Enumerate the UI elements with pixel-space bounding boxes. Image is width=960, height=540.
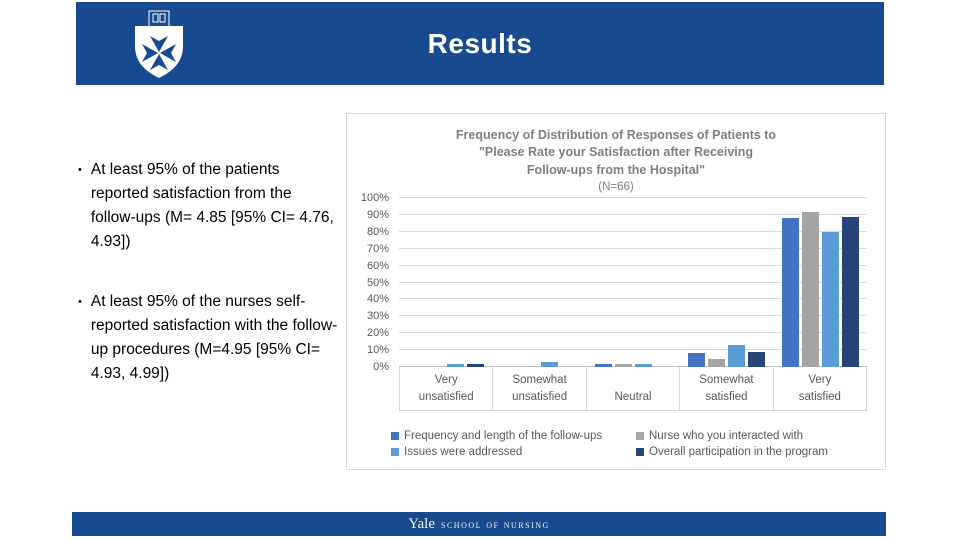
bar-2-3 bbox=[728, 345, 746, 367]
category-label-line: Very bbox=[808, 374, 832, 386]
bullet-item-nurses: • At least 95% of the nurses self-report… bbox=[78, 290, 340, 386]
category-label: Very satisfied bbox=[772, 367, 866, 410]
legend-swatch-icon bbox=[391, 448, 399, 456]
plot-area bbox=[399, 197, 867, 367]
gridline bbox=[399, 247, 867, 249]
bullet-text-nurses: At least 95% of the nurses self-reported… bbox=[90, 293, 338, 382]
bar-1-4 bbox=[801, 211, 819, 367]
bullet-item-patients: • At least 95% of the patients reported … bbox=[78, 158, 340, 254]
y-tick-label: 30% bbox=[366, 310, 389, 323]
y-tick-label: 60% bbox=[366, 259, 389, 272]
gridline bbox=[399, 298, 867, 300]
gridline bbox=[399, 197, 867, 198]
category-label: Very unsatisfied bbox=[400, 367, 492, 410]
bullet-marker: • bbox=[78, 164, 82, 176]
gridline bbox=[399, 281, 867, 283]
y-tick-label: 70% bbox=[366, 242, 389, 255]
y-tick-label: 100% bbox=[360, 192, 389, 204]
y-tick-label: 10% bbox=[366, 344, 389, 357]
footer-yale-logo: Yale bbox=[408, 516, 436, 532]
bar-1-2 bbox=[614, 363, 632, 367]
y-tick-label: 80% bbox=[366, 225, 389, 238]
page-title: Results bbox=[427, 28, 533, 59]
y-tick-label: 50% bbox=[366, 276, 389, 289]
category-label-line: unsatisfied bbox=[418, 391, 474, 403]
bar-1-3 bbox=[708, 358, 726, 367]
bar-3-4 bbox=[841, 216, 859, 367]
category-label-line: Somewhat bbox=[512, 374, 567, 386]
legend-swatch-icon bbox=[636, 432, 644, 440]
shield-icon bbox=[135, 10, 183, 78]
chart-title-line-1: Frequency of Distribution of Responses o… bbox=[455, 128, 777, 142]
y-tick-label: 40% bbox=[366, 293, 389, 306]
gridline bbox=[399, 332, 867, 334]
bar-0-2 bbox=[594, 363, 612, 367]
legend-label: Issues were addressed bbox=[404, 446, 523, 458]
category-label: Neutral bbox=[585, 367, 679, 410]
y-axis-tick-labels: 0% 10% 20% 30% 40% 50% 60% 70% 80% 90% 100% bbox=[347, 192, 393, 373]
gridline bbox=[399, 213, 867, 215]
legend-item: Frequency and length of the follow-ups bbox=[391, 430, 636, 442]
category-label-line: Somewhat bbox=[699, 374, 754, 386]
footer-bar: Yale school of nursing bbox=[72, 512, 886, 536]
chart-legend: Frequency and length of the follow-ups Nu… bbox=[391, 430, 877, 458]
category-label-line: satisfied bbox=[705, 391, 748, 403]
bullet-text-patients: At least 95% of the patients reported sa… bbox=[90, 161, 334, 250]
chart-title-line-2: "Please Rate your Satisfaction after Rec… bbox=[478, 145, 754, 160]
legend-item: Nurse who you interacted with bbox=[636, 430, 877, 442]
legend-label: Overall participation in the program bbox=[649, 446, 828, 458]
chart-title: Frequency of Distribution of Responses o… bbox=[347, 127, 885, 179]
bullet-list: • At least 95% of the patients reported … bbox=[78, 158, 340, 422]
satisfaction-bar-chart: Frequency of Distribution of Responses o… bbox=[346, 113, 886, 470]
yale-nursing-shield-icon bbox=[132, 10, 186, 80]
category-label-line: unsatisfied bbox=[512, 391, 568, 403]
bar-3-3 bbox=[748, 351, 766, 367]
bar-0-3 bbox=[688, 353, 706, 367]
category-label-line bbox=[587, 372, 679, 389]
gridline bbox=[399, 264, 867, 266]
bar-0-4 bbox=[781, 218, 799, 367]
y-tick-label: 90% bbox=[366, 208, 389, 221]
legend-swatch-icon bbox=[636, 448, 644, 456]
category-label: Somewhat satisfied bbox=[679, 367, 772, 410]
bar-3-0 bbox=[467, 363, 485, 367]
legend-label: Nurse who you interacted with bbox=[649, 430, 804, 442]
chart-title-line-3: Follow-ups from the Hospital" bbox=[526, 162, 706, 177]
gridline bbox=[399, 230, 867, 232]
bar-2-1 bbox=[540, 361, 558, 367]
category-label: Somewhat unsatisfied bbox=[492, 367, 585, 410]
header-bar: Results bbox=[76, 2, 884, 85]
category-label-line: Very bbox=[434, 374, 458, 386]
footer-school-name: school of nursing bbox=[441, 519, 550, 531]
gridline bbox=[399, 366, 867, 367]
x-axis-category-labels: Very unsatisfied Somewhat unsatisfied Neutr… bbox=[399, 367, 867, 411]
bar-2-4 bbox=[821, 231, 839, 367]
gridline bbox=[399, 315, 867, 317]
legend-label: Frequency and length of the follow-ups bbox=[404, 430, 603, 442]
bar-2-2 bbox=[634, 363, 652, 367]
bullet-marker: • bbox=[78, 296, 82, 308]
legend-item: Overall participation in the program bbox=[636, 446, 877, 458]
gridline bbox=[399, 349, 867, 351]
legend-swatch-icon bbox=[391, 432, 399, 440]
y-tick-label: 0% bbox=[373, 361, 389, 373]
y-tick-label: 20% bbox=[366, 327, 389, 340]
category-label-line: satisfied bbox=[798, 391, 841, 403]
category-label-line: Neutral bbox=[614, 391, 652, 403]
chart-sample-size: (N=66) bbox=[598, 180, 634, 193]
legend-item: Issues were addressed bbox=[391, 446, 636, 458]
bar-2-0 bbox=[447, 363, 465, 367]
